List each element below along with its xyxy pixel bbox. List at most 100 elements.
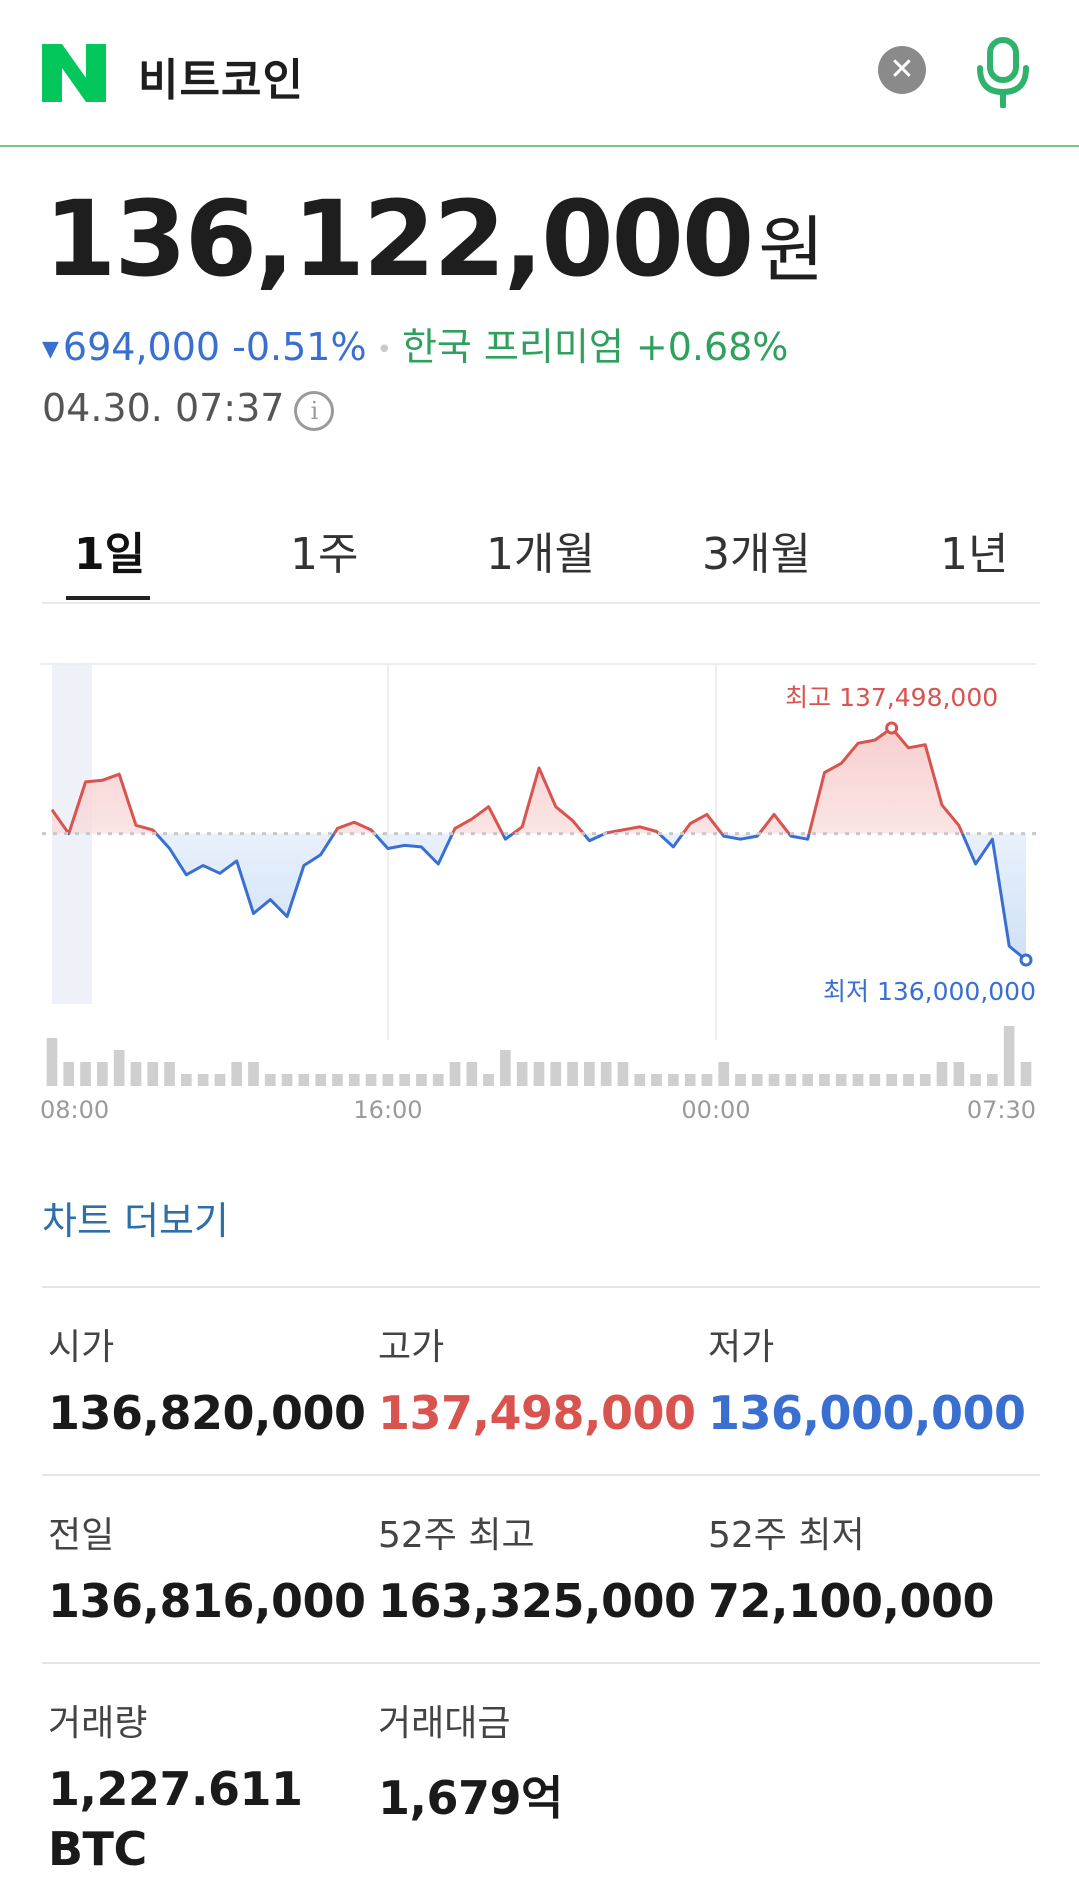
stat-label: 거래대금 [378, 1703, 511, 1744]
volume-bar [751, 1074, 763, 1086]
timestamp-text: 04.30. 07:37 [42, 386, 285, 430]
low-label: 최저 136,000,000 [823, 977, 1036, 1006]
volume-bar [953, 1062, 965, 1086]
search-query[interactable]: 비트코인 [138, 55, 304, 106]
stat-52w-low: 52주 최저 72,100,000 [708, 1506, 995, 1628]
volume-bar [718, 1062, 730, 1086]
stat-label: 거래량 [48, 1703, 148, 1744]
price-line-down [66, 833, 1027, 962]
volume-bar [584, 1062, 595, 1086]
volume-bar [332, 1074, 343, 1086]
volume-bar [80, 1062, 91, 1086]
volume-bar [365, 1074, 377, 1086]
volume-bar [651, 1074, 662, 1086]
volume-bar [936, 1062, 948, 1086]
price-line-up [50, 726, 965, 834]
volume-bar [500, 1050, 511, 1086]
volume-bar [416, 1074, 427, 1086]
divider [42, 1474, 1040, 1476]
stat-prev-close: 전일 136,816,000 [48, 1506, 366, 1628]
volume-bar [382, 1074, 394, 1086]
stat-label: 전일 [48, 1515, 115, 1556]
volume-bar [785, 1074, 797, 1086]
high-point-marker [885, 721, 899, 735]
divider [42, 1286, 1040, 1288]
volume-bar [869, 1074, 881, 1086]
volume-bar [802, 1074, 813, 1086]
volume-bar [668, 1074, 679, 1086]
volume-bar [533, 1062, 545, 1086]
volume-bar [248, 1062, 259, 1086]
volume-bar [264, 1074, 276, 1086]
x-tick-label: 08:00 [40, 1096, 109, 1124]
stat-volume: 거래량 1,227.611 BTC [48, 1694, 303, 1876]
active-tab-indicator [66, 596, 150, 600]
volume-bar [231, 1062, 243, 1086]
close-icon[interactable]: ✕ [878, 46, 926, 94]
tab-1year[interactable]: 1년 [940, 529, 1009, 580]
volume-bar [1003, 1026, 1015, 1086]
stat-label: 52주 최고 [378, 1515, 535, 1556]
chart-more-link[interactable]: 차트 더보기 [42, 1199, 229, 1243]
current-price: 136,122,000원 [44, 178, 825, 300]
change-amount: 694,000 [62, 325, 221, 369]
stat-label: 52주 최저 [708, 1515, 865, 1556]
volume-bar [768, 1074, 780, 1086]
stat-open: 시가 136,820,000 [48, 1318, 366, 1440]
area-below-close [156, 833, 1026, 960]
tab-3month[interactable]: 3개월 [702, 529, 811, 580]
volume-bar [987, 1074, 998, 1086]
volume-bar [130, 1062, 142, 1086]
volume-bar [852, 1074, 864, 1086]
down-arrow-icon: ▼ [42, 337, 59, 362]
tab-1week[interactable]: 1주 [290, 529, 359, 580]
volume-bar [113, 1050, 125, 1086]
change-percent: -0.51% [232, 325, 367, 369]
volume-bar [886, 1074, 897, 1086]
volume-bar [348, 1074, 360, 1086]
stat-value: 136,816,000 [48, 1574, 366, 1628]
timestamp: 04.30. 07:37 i [42, 386, 335, 431]
stat-value-unit: BTC [48, 1822, 147, 1876]
volume-bar [1020, 1062, 1032, 1086]
volume-bar [214, 1074, 226, 1086]
volume-bar [399, 1074, 410, 1086]
price-change: ▼ 694,000 -0.51% • 한국 프리미엄 +0.68% [42, 316, 788, 371]
tab-1month[interactable]: 1개월 [486, 529, 595, 580]
naver-logo[interactable] [42, 44, 106, 102]
volume-bar [97, 1062, 108, 1086]
x-tick-label: 16:00 [353, 1096, 422, 1124]
search-header: 비트코인 ✕ [0, 0, 1079, 147]
tab-1day[interactable]: 1일 [74, 529, 146, 580]
stat-value: 72,100,000 [708, 1574, 995, 1628]
stat-high: 고가 137,498,000 [378, 1318, 696, 1440]
volume-bar [735, 1074, 746, 1086]
volume-bar [298, 1074, 310, 1086]
volume-bar [197, 1074, 209, 1086]
area-above-close [52, 728, 1026, 834]
volume-bar [181, 1074, 192, 1086]
stat-value: 163,325,000 [378, 1574, 696, 1628]
divider [42, 1662, 1040, 1664]
x-tick-label: 00:00 [681, 1096, 750, 1124]
volume-bar [567, 1062, 578, 1086]
stat-value: 137,498,000 [378, 1386, 696, 1440]
high-label: 최고 137,498,000 [785, 683, 998, 712]
price-unit: 원 [758, 208, 824, 292]
volume-bar [281, 1074, 293, 1086]
price-chart[interactable]: 최고 137,498,000 최저 136,000,000 08:00 16:00… [40, 640, 1040, 1130]
stat-value: 1,227.611 [48, 1762, 303, 1816]
volume-bar [684, 1074, 696, 1086]
price-value: 136,122,000 [44, 178, 754, 300]
stat-value: 136,000,000 [708, 1386, 1026, 1440]
korea-premium: 한국 프리미엄 +0.68% [401, 325, 789, 369]
microphone-icon[interactable] [972, 36, 1034, 108]
stat-52w-high: 52주 최고 163,325,000 [378, 1506, 696, 1628]
volume-bar [147, 1062, 159, 1086]
info-icon[interactable]: i [294, 390, 335, 431]
stat-label: 시가 [48, 1327, 115, 1368]
volume-bar [919, 1074, 931, 1086]
volume-bar [466, 1062, 478, 1086]
volume-bar [970, 1074, 981, 1086]
volume-bar [315, 1074, 326, 1086]
